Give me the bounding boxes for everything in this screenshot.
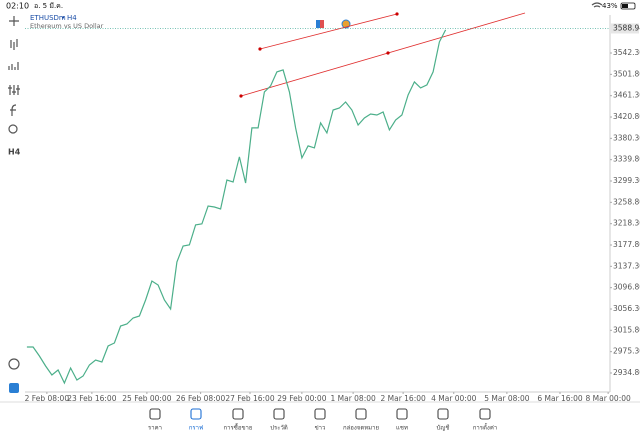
- y-tick-label: 3501.80: [613, 69, 640, 78]
- plot: 2934.80 2975.30 3015.80 3056.30 3096.80 3137.…: [25, 15, 640, 403]
- y-tick-label: 3218.30: [613, 219, 640, 228]
- nav-label[interactable]: บัญชี: [437, 424, 450, 432]
- separator: •: [61, 14, 65, 22]
- bars-tool[interactable]: [8, 62, 19, 70]
- nav-label[interactable]: กล่องจดหมาย: [343, 425, 379, 432]
- battery-icon: [620, 2, 636, 10]
- trend-line: [259, 13, 398, 50]
- y-tick-label: 2934.80: [613, 368, 640, 377]
- alert-icon[interactable]: [341, 19, 351, 29]
- x-tick-label: 6 Mar 16:00: [537, 394, 583, 403]
- y-tick-label: 3056.30: [613, 304, 640, 313]
- nav-icon[interactable]: [396, 408, 408, 420]
- x-tick-label: 2 Mar 16:00: [380, 394, 426, 403]
- buy-button[interactable]: [320, 20, 324, 28]
- description: Ethereum vs US Dollar: [30, 22, 104, 30]
- one-click-icon[interactable]: [9, 383, 19, 393]
- nav-icon[interactable]: [479, 408, 491, 420]
- y-tick-label: 3299.30: [613, 176, 640, 185]
- current-price-box: [611, 23, 639, 34]
- x-tick-label: 1 Mar 08:00: [330, 394, 376, 403]
- x-tick-label: 2 Feb 08:00: [25, 394, 70, 403]
- nav-icon[interactable]: [437, 408, 449, 420]
- nav-label[interactable]: กราฟ: [189, 425, 203, 432]
- nav-label[interactable]: การซื้อขาย: [224, 422, 253, 432]
- x-tick-label: 26 Feb 08:00: [176, 394, 225, 403]
- x-tick-label: 29 Feb 00:00: [277, 394, 326, 403]
- nav-icon[interactable]: [149, 408, 161, 420]
- nav-icon[interactable]: [355, 408, 367, 420]
- symbol: ETHUSDm: [30, 14, 66, 22]
- y-tick-label: 3420.80: [613, 112, 640, 121]
- status-time: 02:10: [6, 2, 29, 11]
- trend-point: [386, 51, 390, 55]
- y-tick-label: 3096.80: [613, 283, 640, 292]
- nav-label[interactable]: ราคา: [148, 425, 162, 432]
- y-tick-label: 3339.80: [613, 155, 640, 164]
- y-tick-label: 3137.30: [613, 261, 640, 270]
- x-tick-label: 4 Mar 00:00: [431, 394, 477, 403]
- y-tick-label: 3542.30: [613, 48, 640, 57]
- nav-label[interactable]: การตั้งค่า: [473, 422, 497, 432]
- candles-tool[interactable]: [10, 39, 18, 50]
- x-tick-label: 8 Mar 00:00: [585, 394, 631, 403]
- y-tick-label: 3380.30: [613, 133, 640, 142]
- nav-icon[interactable]: [232, 408, 244, 420]
- nav-label[interactable]: ประวัติ: [270, 425, 288, 432]
- timeframe: H4: [67, 14, 77, 22]
- nav-icon[interactable]: [273, 408, 285, 420]
- price-line: [26, 29, 447, 385]
- y-tick-label: 3258.80: [613, 197, 640, 206]
- trend-line: [240, 12, 526, 97]
- y-tick-label: 3461.30: [613, 91, 640, 100]
- y-tick-label: 2975.30: [613, 347, 640, 356]
- battery-fill: [622, 4, 628, 8]
- wifi-icon: [591, 2, 603, 8]
- functions-tool[interactable]: [10, 104, 17, 116]
- y-tick-label: 3015.80: [613, 325, 640, 334]
- battery-level: 43%: [602, 2, 618, 10]
- x-tick-label: 27 Feb 16:00: [225, 394, 274, 403]
- bottom-nav: ราคา กราฟ การซื้อขาย ประวัติ ข่าว กล่องจดหมาย…: [148, 408, 497, 432]
- crosshair-tool[interactable]: [9, 16, 19, 26]
- nav-label[interactable]: แชท: [396, 425, 408, 432]
- x-tick-label: 5 Mar 08:00: [484, 394, 530, 403]
- toolbar-timeframe[interactable]: H4: [8, 148, 21, 157]
- indicators-tool[interactable]: [8, 85, 20, 95]
- status-date: อ. 5 มี.ค.: [34, 2, 63, 10]
- current-price-label: 3588.94: [613, 23, 640, 32]
- nav-icon[interactable]: [190, 408, 202, 420]
- nav-icon[interactable]: [314, 408, 326, 420]
- trend-point: [239, 94, 243, 98]
- y-tick-label: 3177.80: [613, 240, 640, 249]
- x-tick-label: 23 Feb 16:00: [67, 394, 116, 403]
- nav-label[interactable]: ข่าว: [315, 425, 326, 432]
- trend-point: [395, 12, 399, 16]
- x-tick-label: 25 Feb 00:00: [122, 394, 171, 403]
- trend-point: [258, 47, 262, 51]
- left-toolbar: [8, 16, 20, 134]
- objects-tool[interactable]: [8, 124, 18, 134]
- trade-icon[interactable]: [8, 358, 20, 370]
